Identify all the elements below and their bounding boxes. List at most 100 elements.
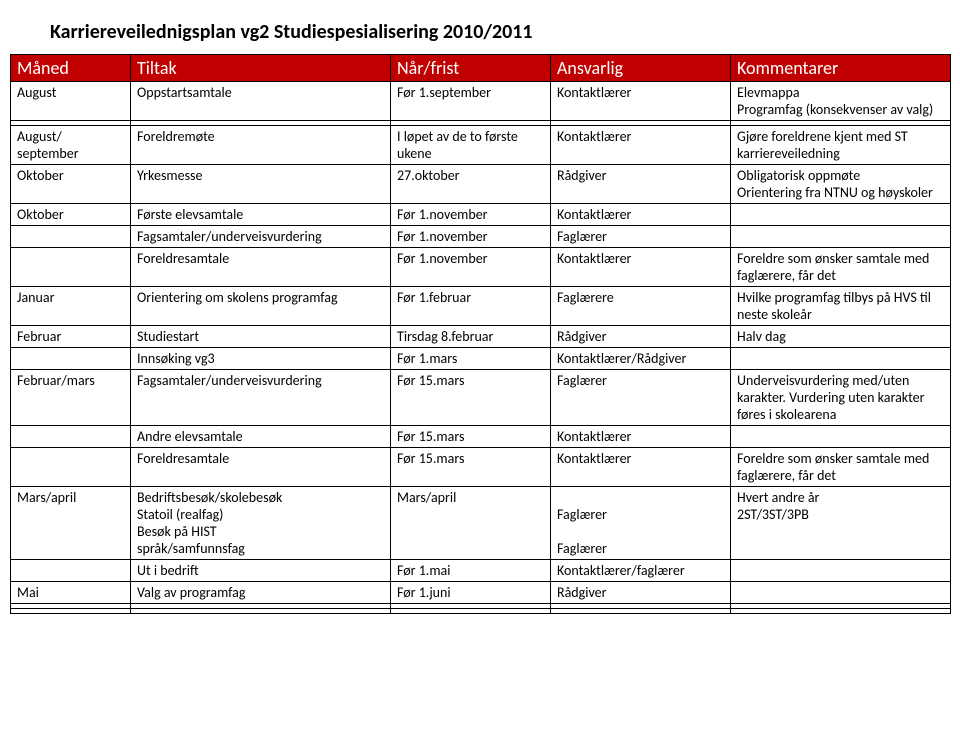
- cell-a: Kontaktlærer/faglærer: [551, 560, 731, 582]
- cell-n: Før 1.november: [391, 204, 551, 226]
- cell-k: [731, 348, 951, 370]
- cell-a: Kontaktlærer: [551, 448, 731, 487]
- cell-m: Oktober: [11, 165, 131, 204]
- cell-n: Før 1.juni: [391, 582, 551, 604]
- table-row: Ut i bedriftFør 1.maiKontaktlærer/faglær…: [11, 560, 951, 582]
- cell-n: Før 1.februar: [391, 287, 551, 326]
- cell-a: Kontaktlærer: [551, 126, 731, 165]
- cell-t: Foreldresamtale: [131, 448, 391, 487]
- cell-t: Orientering om skolens programfag: [131, 287, 391, 326]
- cell-a: [551, 609, 731, 614]
- cell-m: Mai: [11, 582, 131, 604]
- cell-m: [11, 426, 131, 448]
- cell-k: Underveisvurdering med/uten karakter. Vu…: [731, 370, 951, 426]
- cell-t: Bedriftsbesøk/skolebesøkStatoil (realfag…: [131, 487, 391, 560]
- cell-n: Før 15.mars: [391, 426, 551, 448]
- cell-m: Februar: [11, 326, 131, 348]
- table-row: AugustOppstartsamtaleFør 1.septemberKont…: [11, 82, 951, 121]
- cell-a: Kontaktlærer: [551, 204, 731, 226]
- col-ansvarlig: Ansvarlig: [551, 55, 731, 82]
- table-header-row: Måned Tiltak Når/frist Ansvarlig Komment…: [11, 55, 951, 82]
- cell-t: Foreldresamtale: [131, 248, 391, 287]
- cell-t: [131, 609, 391, 614]
- cell-m: [11, 609, 131, 614]
- cell-m: [11, 248, 131, 287]
- cell-k: [731, 582, 951, 604]
- cell-n: Før 1.mars: [391, 348, 551, 370]
- cell-n: Før 1.november: [391, 248, 551, 287]
- table-row: Februar/marsFagsamtaler/underveisvurderi…: [11, 370, 951, 426]
- cell-a: FaglærerFaglærer: [551, 487, 731, 560]
- cell-a: Faglærer: [551, 370, 731, 426]
- col-kommentarer: Kommentarer: [731, 55, 951, 82]
- cell-m: Januar: [11, 287, 131, 326]
- cell-k: Foreldre som ønsker samtale med faglærer…: [731, 448, 951, 487]
- cell-t: Valg av programfag: [131, 582, 391, 604]
- cell-m: [11, 348, 131, 370]
- table-row: OktoberFørste elevsamtaleFør 1.novemberK…: [11, 204, 951, 226]
- cell-k: [731, 226, 951, 248]
- page-title: Karriereveilednigsplan vg2 Studiespesial…: [50, 20, 950, 44]
- cell-t: Studiestart: [131, 326, 391, 348]
- table-row: OktoberYrkesmesse27.oktoberRådgiverOblig…: [11, 165, 951, 204]
- cell-m: August: [11, 82, 131, 121]
- table-row: ForeldresamtaleFør 1.novemberKontaktlære…: [11, 248, 951, 287]
- table-row: Andre elevsamtaleFør 15.marsKontaktlærer: [11, 426, 951, 448]
- cell-n: [391, 609, 551, 614]
- cell-t: Fagsamtaler/underveisvurdering: [131, 370, 391, 426]
- table-row: [11, 609, 951, 614]
- cell-t: Foreldremøte: [131, 126, 391, 165]
- cell-k: Gjøre foreldrene kjent med ST karriereve…: [731, 126, 951, 165]
- cell-m: Februar/mars: [11, 370, 131, 426]
- cell-n: Før 1.mai: [391, 560, 551, 582]
- table-row: JanuarOrientering om skolens programfagF…: [11, 287, 951, 326]
- table-row: Innsøking vg3Før 1.marsKontaktlærer/Rådg…: [11, 348, 951, 370]
- table-row: Fagsamtaler/underveisvurderingFør 1.nove…: [11, 226, 951, 248]
- cell-t: Yrkesmesse: [131, 165, 391, 204]
- cell-a: Kontaktlærer: [551, 426, 731, 448]
- cell-t: Andre elevsamtale: [131, 426, 391, 448]
- cell-n: 27.oktober: [391, 165, 551, 204]
- table-row: Mars/aprilBedriftsbesøk/skolebesøkStatoi…: [11, 487, 951, 560]
- cell-k: Hvilke programfag tilbys på HVS til nest…: [731, 287, 951, 326]
- cell-t: Ut i bedrift: [131, 560, 391, 582]
- cell-n: Før 1.september: [391, 82, 551, 121]
- cell-t: Fagsamtaler/underveisvurdering: [131, 226, 391, 248]
- cell-n: I løpet av de to første ukene: [391, 126, 551, 165]
- cell-k: [731, 204, 951, 226]
- cell-k: ElevmappaProgramfag (konsekvenser av val…: [731, 82, 951, 121]
- cell-a: Faglærer: [551, 226, 731, 248]
- cell-m: [11, 560, 131, 582]
- schedule-table: Måned Tiltak Når/frist Ansvarlig Komment…: [10, 54, 951, 614]
- cell-a: Kontaktlærer: [551, 248, 731, 287]
- cell-m: [11, 226, 131, 248]
- cell-k: [731, 609, 951, 614]
- cell-n: Før 15.mars: [391, 370, 551, 426]
- cell-k: Foreldre som ønsker samtale med faglærer…: [731, 248, 951, 287]
- col-tiltak: Tiltak: [131, 55, 391, 82]
- cell-a: Rådgiver: [551, 582, 731, 604]
- table-row: FebruarStudiestartTirsdag 8.februarRådgi…: [11, 326, 951, 348]
- table-row: August/septemberForeldremøteI løpet av d…: [11, 126, 951, 165]
- cell-a: Kontaktlærer/Rådgiver: [551, 348, 731, 370]
- cell-n: Før 15.mars: [391, 448, 551, 487]
- cell-m: Oktober: [11, 204, 131, 226]
- cell-k: [731, 560, 951, 582]
- cell-t: Innsøking vg3: [131, 348, 391, 370]
- cell-k: [731, 426, 951, 448]
- col-frist: Når/frist: [391, 55, 551, 82]
- cell-m: August/september: [11, 126, 131, 165]
- cell-a: Faglærere: [551, 287, 731, 326]
- cell-t: Oppstartsamtale: [131, 82, 391, 121]
- table-row: ForeldresamtaleFør 15.marsKontaktlærerFo…: [11, 448, 951, 487]
- cell-a: Rådgiver: [551, 165, 731, 204]
- table-row: MaiValg av programfagFør 1.juniRådgiver: [11, 582, 951, 604]
- cell-a: Rådgiver: [551, 326, 731, 348]
- cell-n: Før 1.november: [391, 226, 551, 248]
- cell-t: Første elevsamtale: [131, 204, 391, 226]
- cell-m: Mars/april: [11, 487, 131, 560]
- cell-k: Obligatorisk oppmøteOrientering fra NTNU…: [731, 165, 951, 204]
- cell-k: Hvert andre år2ST/3ST/3PB: [731, 487, 951, 560]
- col-month: Måned: [11, 55, 131, 82]
- cell-n: Tirsdag 8.februar: [391, 326, 551, 348]
